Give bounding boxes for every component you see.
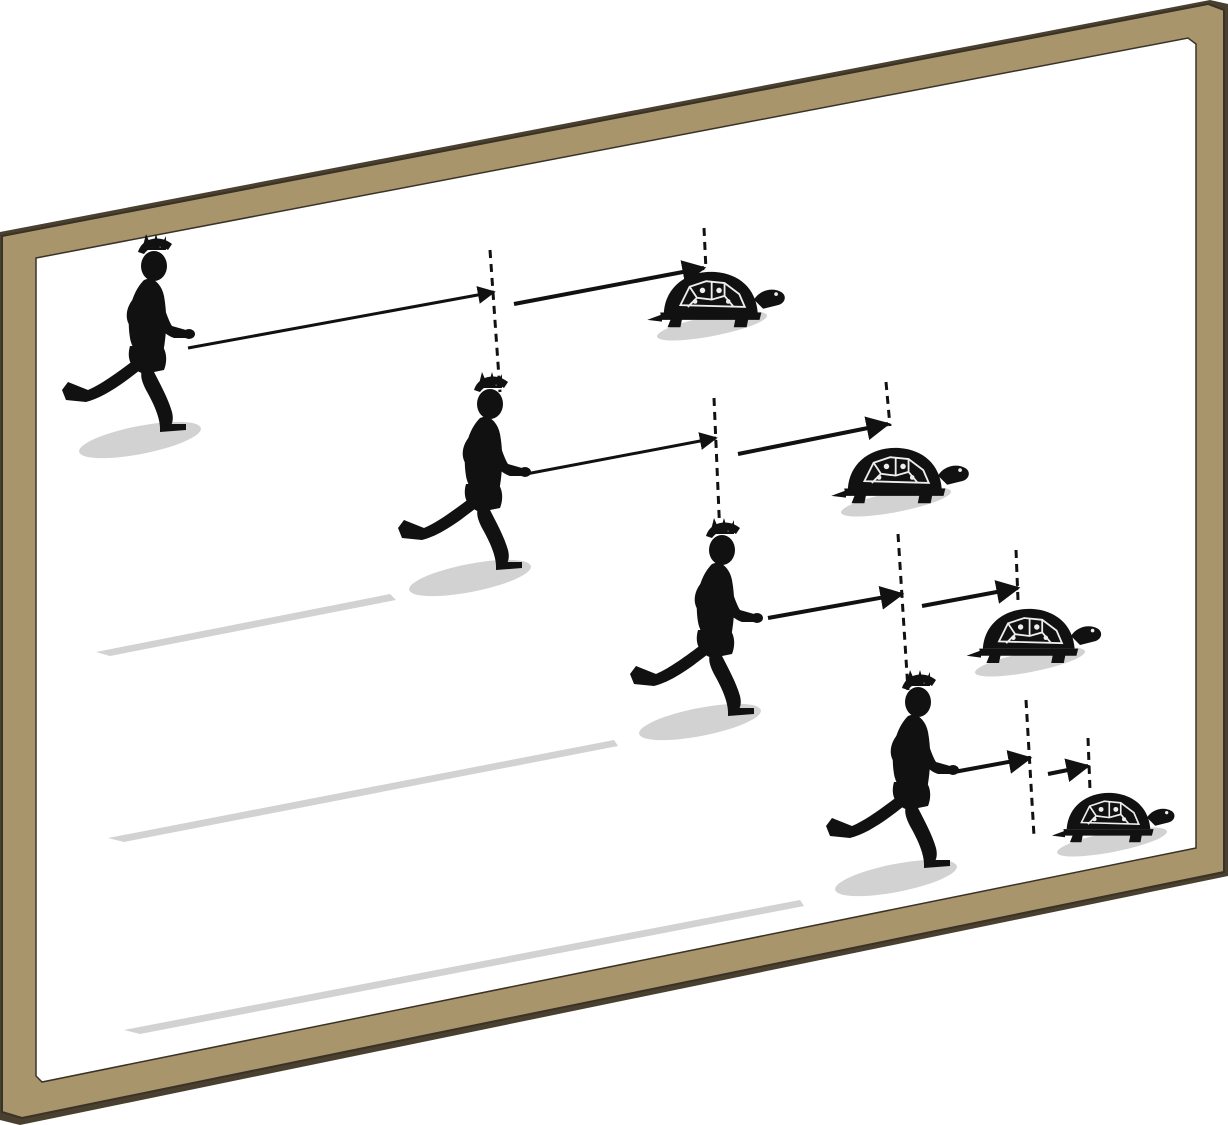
board-surface [35,37,1197,1083]
dashed-guide-line [712,397,722,537]
dashed-guide-line [896,533,910,691]
dashed-guide-line [1024,699,1036,837]
arrow-row1-b [513,260,707,306]
distance-arrows [187,260,1091,783]
dashed-guide-line [884,381,892,427]
arrow-row4-b [1047,758,1091,783]
arrow-row3-b [921,580,1021,608]
motion-streak [108,740,618,842]
motion-streak [124,900,804,1034]
dashed-guide-line [702,227,708,271]
motion-streak [96,594,396,656]
motion-streaks [96,594,804,1034]
arrow-row1-a [187,286,496,350]
arrow-row3-a [767,585,905,620]
runner-shadow [835,859,957,897]
dashed-guide-line [488,249,502,393]
arrow-row4-a [953,750,1033,774]
arrow-row2-a [525,432,718,476]
arrow-row2-b [737,416,891,456]
